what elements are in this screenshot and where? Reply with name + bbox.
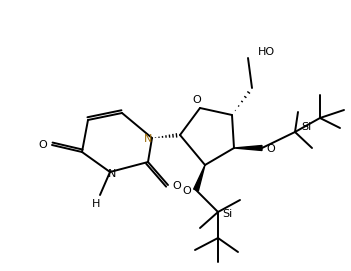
Polygon shape bbox=[234, 146, 262, 150]
Text: O: O bbox=[193, 95, 201, 105]
Text: O: O bbox=[39, 140, 47, 150]
Text: N: N bbox=[108, 169, 116, 179]
Text: HO: HO bbox=[258, 47, 275, 57]
Text: N: N bbox=[144, 134, 152, 144]
Text: O: O bbox=[183, 186, 191, 196]
Text: H: H bbox=[92, 199, 100, 209]
Text: O: O bbox=[267, 144, 276, 154]
Text: Si: Si bbox=[222, 209, 232, 219]
Text: O: O bbox=[173, 181, 181, 191]
Text: Si: Si bbox=[301, 122, 311, 132]
Polygon shape bbox=[194, 165, 205, 191]
